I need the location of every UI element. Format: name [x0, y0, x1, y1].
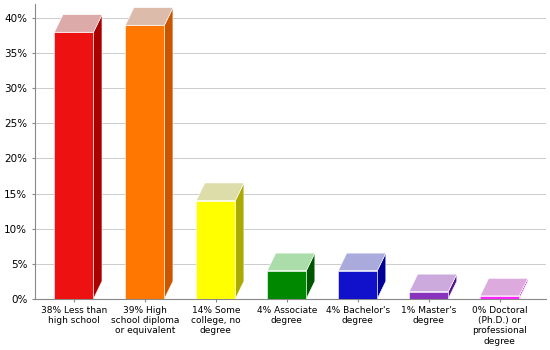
- Polygon shape: [448, 274, 457, 299]
- Polygon shape: [480, 278, 528, 296]
- Polygon shape: [125, 8, 173, 25]
- Polygon shape: [54, 32, 94, 299]
- Polygon shape: [409, 274, 457, 292]
- Polygon shape: [235, 183, 244, 299]
- Polygon shape: [196, 201, 235, 299]
- Polygon shape: [409, 292, 448, 299]
- Polygon shape: [519, 278, 528, 299]
- Polygon shape: [377, 253, 386, 299]
- Polygon shape: [338, 271, 377, 299]
- Polygon shape: [306, 253, 315, 299]
- Polygon shape: [480, 296, 519, 299]
- Polygon shape: [196, 183, 244, 201]
- Polygon shape: [94, 15, 102, 299]
- Polygon shape: [54, 15, 102, 32]
- Polygon shape: [164, 8, 173, 299]
- Polygon shape: [338, 253, 386, 271]
- Polygon shape: [267, 271, 306, 299]
- Polygon shape: [267, 253, 315, 271]
- Polygon shape: [125, 25, 164, 299]
